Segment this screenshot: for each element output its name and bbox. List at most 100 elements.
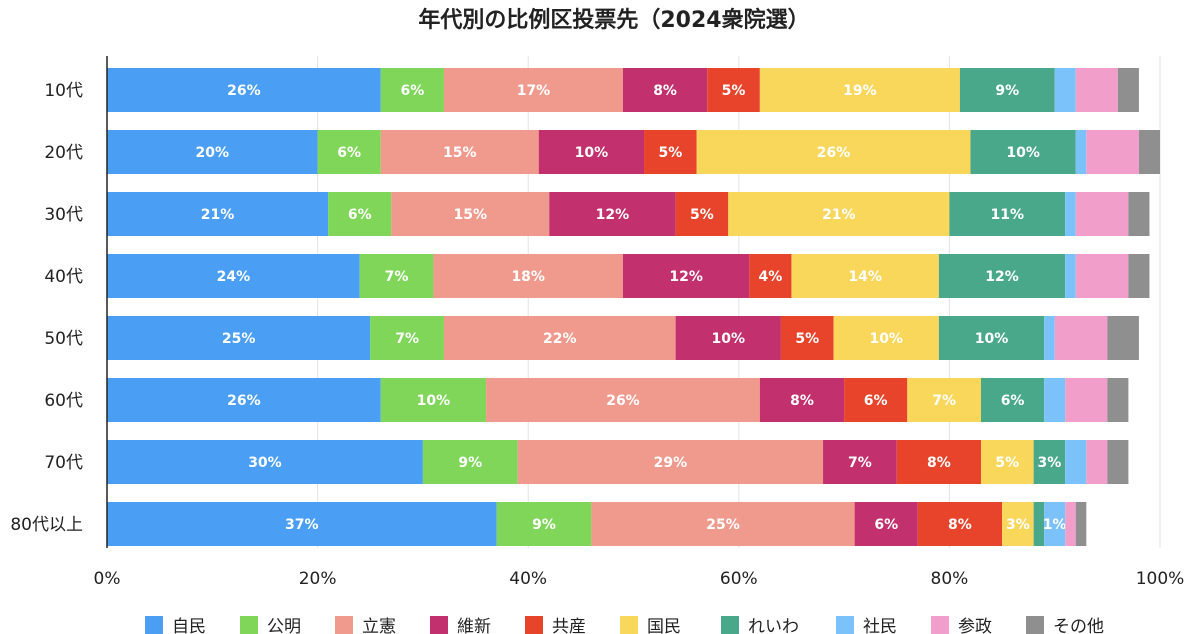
- data-label: 5%: [995, 455, 1019, 471]
- data-label: 18%: [511, 269, 545, 285]
- data-label: 12%: [669, 269, 703, 285]
- category-label: 30代: [44, 205, 83, 225]
- category-label: 40代: [44, 267, 83, 287]
- bar-segment: [1075, 130, 1087, 174]
- legend-label: 立憲: [362, 616, 396, 634]
- data-label: 6%: [874, 517, 898, 533]
- bar-segment: [949, 192, 1066, 236]
- data-label: 5%: [690, 207, 714, 223]
- legend-label: 参政: [958, 617, 992, 634]
- bar-segment: [317, 130, 381, 174]
- data-label: 10%: [575, 145, 609, 161]
- data-label: 15%: [443, 145, 477, 161]
- bar-segment: [896, 440, 981, 484]
- bar-segment: [370, 316, 444, 360]
- legend-swatch: [335, 616, 353, 634]
- bar-segment: [359, 254, 434, 298]
- data-label: 10%: [869, 331, 903, 347]
- bar-segment: [707, 68, 760, 112]
- data-label: 9%: [458, 455, 482, 471]
- data-label: 8%: [653, 83, 677, 99]
- legend-label: 共産: [552, 617, 586, 634]
- bar-segment: [107, 316, 371, 360]
- bar-segment: [591, 502, 855, 546]
- data-label: 5%: [658, 145, 682, 161]
- bar-segment: [696, 130, 971, 174]
- data-label: 6%: [864, 393, 888, 409]
- legend-label: その他: [1053, 617, 1104, 634]
- x-tick-label: 0%: [94, 569, 121, 589]
- bar-segment: [1107, 440, 1129, 484]
- legend-swatch: [240, 616, 258, 634]
- data-label: 20%: [196, 145, 230, 161]
- bar-segment: [443, 316, 676, 360]
- data-label: 25%: [706, 517, 740, 533]
- data-label: 9%: [532, 517, 556, 533]
- bar-segment: [854, 502, 918, 546]
- data-label: 9%: [995, 83, 1019, 99]
- bar-segment: [938, 316, 1045, 360]
- legend-label: 自民: [172, 617, 206, 634]
- bar-segment: [970, 130, 1076, 174]
- legend-swatch: [836, 616, 854, 634]
- legend-label: 国民: [647, 617, 681, 634]
- bar-segment: [1065, 440, 1087, 484]
- axis-layer: 0% 20% 40% 60% 80% 100% 10代 20代 30代 40代 50代 60代 70代 8…: [10, 56, 1184, 589]
- bar-segment: [107, 68, 381, 112]
- bar-segment: [1044, 378, 1066, 422]
- data-label: 10%: [975, 331, 1009, 347]
- data-label: 19%: [843, 83, 877, 99]
- data-label: 14%: [848, 269, 882, 285]
- bar-segment: [1065, 192, 1076, 236]
- data-label: 8%: [790, 393, 814, 409]
- category-label: 70代: [44, 453, 83, 473]
- x-tick-label: 20%: [299, 569, 337, 589]
- x-tick-label: 60%: [720, 569, 758, 589]
- category-label: 20代: [44, 143, 83, 163]
- legend-label: れいわ: [748, 617, 799, 634]
- legend-swatch: [430, 616, 448, 634]
- bar-segment: [107, 192, 329, 236]
- data-label: 10%: [712, 331, 746, 347]
- bar-segment: [549, 192, 676, 236]
- data-label: 6%: [400, 83, 424, 99]
- category-label: 10代: [44, 81, 83, 101]
- bar-segment: [496, 502, 592, 546]
- chart-title: 年代別の比例区投票先（2024衆院選）: [418, 7, 809, 33]
- legend-swatch: [931, 616, 949, 634]
- bar-segment: [107, 440, 423, 484]
- legend-label: 社民: [863, 617, 897, 634]
- bar-segment: [380, 68, 444, 112]
- bar-segment: [486, 378, 760, 422]
- bar-segment: [780, 316, 834, 360]
- bar-segment: [391, 192, 550, 236]
- category-label: 80代以上: [10, 515, 83, 535]
- data-label: 15%: [454, 207, 488, 223]
- legend: 自民 公明 立憲 維新 共産 国民 れいわ 社民 参政 その他: [145, 616, 1104, 634]
- bar-segment: [1044, 316, 1055, 360]
- bar-segment: [1128, 192, 1150, 236]
- legend-label: 維新: [457, 617, 491, 634]
- bar-segment: [917, 502, 1003, 546]
- data-label: 5%: [795, 331, 819, 347]
- data-label: 10%: [417, 393, 451, 409]
- bar-segment: [759, 68, 960, 112]
- data-label: 12%: [985, 269, 1019, 285]
- bar-segment: [622, 68, 708, 112]
- bar-segment: [1075, 68, 1118, 112]
- legend-swatch: [145, 616, 163, 634]
- bar-segment: [1054, 68, 1076, 112]
- data-label: 29%: [654, 455, 688, 471]
- bar-segment: [622, 254, 750, 298]
- legend-label: 公明: [267, 617, 301, 634]
- bar-segment: [443, 68, 623, 112]
- bar-segment: [907, 378, 981, 422]
- bar-segment: [107, 254, 360, 298]
- bar-segment: [1086, 130, 1139, 174]
- data-label: 25%: [222, 331, 256, 347]
- data-label: 11%: [991, 207, 1025, 223]
- bar-segment: [1075, 254, 1129, 298]
- x-tick-label: 80%: [931, 569, 969, 589]
- data-label: 21%: [822, 207, 856, 223]
